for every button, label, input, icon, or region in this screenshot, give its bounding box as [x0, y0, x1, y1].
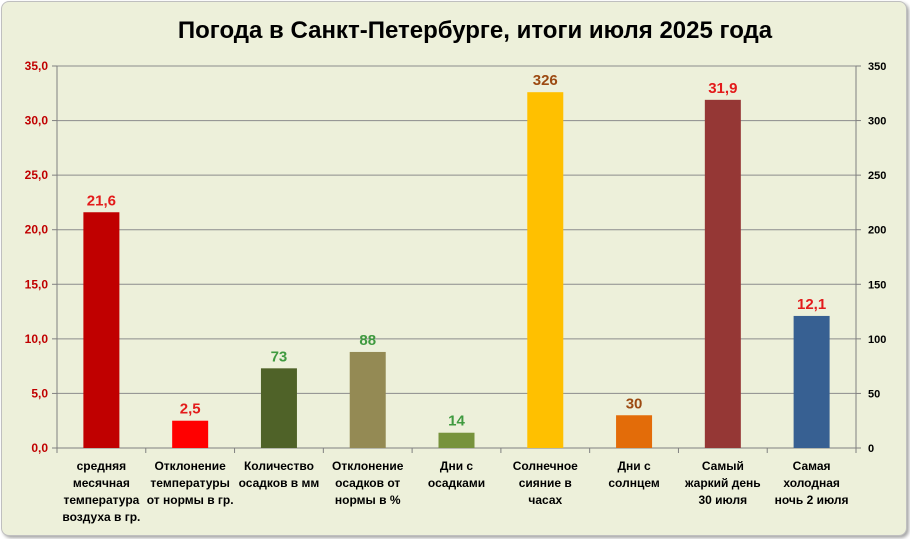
category-label: Отклонение: [154, 459, 226, 473]
category-label: воздуха в гр.: [62, 510, 140, 524]
left-tick-label: 20,0: [25, 223, 49, 237]
right-tick-label: 0: [868, 443, 874, 455]
data-label: 21,6: [87, 192, 116, 209]
category-label: ночь 2 июля: [775, 493, 849, 507]
category-label: осадков от: [335, 476, 400, 490]
category-label: Самый: [702, 459, 744, 473]
data-label: 12,1: [797, 296, 826, 313]
bar: [438, 432, 475, 448]
category-label: осадками: [428, 476, 485, 490]
right-tick-label: 200: [868, 225, 886, 237]
right-tick-label: 250: [868, 170, 886, 182]
data-label: 326: [533, 72, 558, 89]
category-label: солнцем: [608, 476, 659, 490]
category-label: жаркий день: [684, 476, 761, 490]
right-tick-label: 50: [868, 388, 880, 400]
left-tick-label: 5,0: [31, 386, 48, 400]
category-label: нормы в %: [335, 493, 401, 507]
data-label: 30: [626, 395, 643, 412]
bar: [172, 420, 209, 448]
bar: [616, 415, 653, 448]
data-labels: 21,6 2,5 73 88 14 326 30 31,9 12,1: [87, 72, 826, 430]
data-label: 31,9: [708, 80, 737, 97]
bar: [260, 368, 297, 448]
category-label: осадков в мм: [239, 476, 320, 490]
category-label: от нормы в гр.: [147, 493, 234, 507]
bar: [349, 351, 386, 448]
category-label: Солнечное: [513, 459, 578, 473]
chart-title: Погода в Санкт-Петербурге, итоги июля 20…: [178, 17, 773, 44]
right-tick-label: 100: [868, 334, 886, 346]
bar: [704, 99, 741, 448]
axes: 0,0 0 5,0 50 10,0 100 15,0 150 20,0 200 25,0 250 30,…: [25, 59, 887, 455]
category-label: 30 июля: [699, 493, 748, 507]
left-tick-label: 35,0: [25, 59, 49, 73]
data-label: 2,5: [180, 401, 201, 418]
bar: [527, 92, 564, 449]
left-tick-label: 15,0: [25, 277, 49, 291]
right-tick-label: 350: [868, 61, 886, 73]
category-label: Количество: [244, 459, 314, 473]
category-label: часах: [528, 493, 562, 507]
bars: [83, 92, 830, 449]
left-tick-label: 30,0: [25, 114, 49, 128]
category-labels: средняя месячная температура воздуха в гр. О…: [62, 459, 848, 524]
data-label: 73: [271, 348, 288, 365]
data-label: 88: [359, 332, 376, 349]
category-label: Самая: [793, 459, 831, 473]
category-label: средняя: [77, 459, 127, 473]
category-label: температуры: [150, 476, 229, 490]
category-label: сияние в: [519, 476, 572, 490]
data-label: 14: [448, 413, 465, 430]
category-label: температура: [63, 493, 139, 507]
category-label: холодная: [783, 476, 840, 490]
bar: [83, 212, 120, 448]
bar: [793, 315, 830, 448]
right-tick-label: 150: [868, 279, 886, 291]
category-label: Дни с: [617, 459, 651, 473]
category-label: месячная: [73, 476, 130, 490]
right-tick-label: 300: [868, 116, 886, 128]
category-label: Дни с: [440, 459, 474, 473]
left-tick-label: 10,0: [25, 332, 49, 346]
left-tick-label: 0,0: [31, 441, 48, 455]
left-tick-label: 25,0: [25, 168, 49, 182]
category-label: Отклонение: [332, 459, 404, 473]
